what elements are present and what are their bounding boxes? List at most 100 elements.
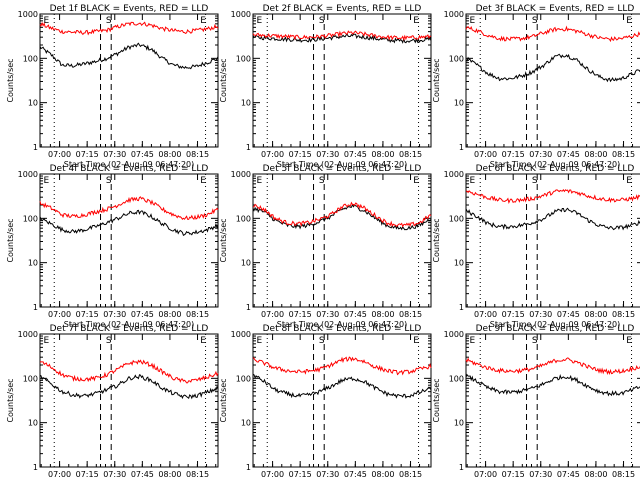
x-tick-label: 07:45 (131, 150, 154, 159)
plot-frame (252, 173, 432, 308)
y-tick-label: 1 (33, 463, 38, 472)
y-tick-label: 1 (246, 143, 251, 152)
panel-det-6: Det 6f BLACK = Events, RED = LLD 1 10 100 10… (432, 164, 640, 329)
marker-s-label: S (319, 16, 325, 26)
marker-e-label: E (413, 336, 419, 346)
series-line-black (252, 203, 432, 231)
series-line-red (252, 356, 432, 376)
panel-det-8: Det 8f BLACK = Events, RED = LLD 1 10 100 10… (219, 324, 432, 479)
plot-frame (465, 173, 640, 308)
y-tick-label: 1 (33, 143, 38, 152)
x-tick-label: 07:45 (131, 470, 154, 479)
marker-e-label: E (413, 16, 419, 26)
y-tick-label: 1000 (444, 10, 464, 19)
y-tick-label: 100 (236, 214, 251, 223)
marker-e-label: E (257, 336, 263, 346)
series-line-red (39, 359, 219, 384)
x-tick-label: 07:30 (316, 310, 339, 319)
x-tick-label: 08:15 (612, 310, 635, 319)
marker-e-label: E (257, 176, 263, 186)
x-tick-label: 07:00 (474, 470, 497, 479)
y-tick-label: 10 (454, 419, 464, 428)
x-tick-label: 08:15 (186, 310, 209, 319)
y-axis-label: Counts/sec (219, 58, 228, 102)
x-axis-label: Start Time (02-Aug-09 06:47:20) (490, 320, 621, 329)
y-axis-label: Counts/sec (219, 378, 228, 422)
marker-s-label: S (532, 16, 538, 26)
y-tick-label: 1000 (231, 170, 251, 179)
x-tick-label: 07:00 (474, 150, 497, 159)
marker-s-label: S (319, 336, 325, 346)
y-tick-label: 100 (23, 374, 38, 383)
y-tick-label: 100 (449, 54, 464, 63)
x-tick-label: 08:15 (399, 470, 422, 479)
x-tick-label: 07:15 (76, 150, 99, 159)
x-tick-label: 07:00 (48, 150, 71, 159)
marker-e-label: E (470, 176, 476, 186)
series-line-black (39, 42, 219, 70)
marker-s-label: S (532, 336, 538, 346)
panel-title: Det 9f BLACK = Events, RED = LLD (476, 324, 635, 334)
marker-e-label: E (200, 16, 206, 26)
series-line-black (465, 207, 640, 231)
y-tick-label: 100 (23, 54, 38, 63)
y-tick-label: 100 (23, 214, 38, 223)
y-tick-label: 1 (33, 303, 38, 312)
marker-e-label: E (44, 336, 50, 346)
panel-title: Det 8f BLACK = Events, RED = LLD (263, 324, 422, 334)
panel-det-4: Det 4f BLACK = Events, RED = LLD 1 10 100 10… (6, 164, 219, 329)
y-tick-label: 1000 (231, 330, 251, 339)
series-line-red (39, 196, 219, 220)
x-tick-label: 08:15 (186, 470, 209, 479)
x-tick-label: 07:45 (557, 150, 580, 159)
plot-frame (39, 173, 219, 308)
marker-e-label: E (257, 16, 263, 26)
y-tick-label: 100 (236, 54, 251, 63)
y-tick-label: 1 (459, 143, 464, 152)
panel-det-9: Det 9f BLACK = Events, RED = LLD 1 10 100 10… (432, 324, 640, 479)
x-tick-label: 07:00 (48, 310, 71, 319)
series-line-black (252, 373, 432, 399)
marker-s-label: S (106, 336, 112, 346)
x-tick-label: 07:15 (502, 310, 525, 319)
y-axis-label: Counts/sec (6, 58, 15, 102)
series-line-red (465, 188, 640, 204)
x-tick-label: 07:15 (289, 310, 312, 319)
y-tick-label: 100 (236, 374, 251, 383)
y-axis-label: Counts/sec (6, 218, 15, 262)
x-tick-label: 08:00 (158, 310, 181, 319)
x-tick-label: 07:15 (76, 470, 99, 479)
marker-e-label: E (200, 336, 206, 346)
series-line-red (253, 201, 432, 228)
y-tick-label: 10 (241, 99, 251, 108)
x-tick-label: 07:00 (261, 470, 284, 479)
y-axis-label: Counts/sec (219, 218, 228, 262)
panel-title: Det 3f BLACK = Events, RED = LLD (476, 4, 635, 14)
x-tick-label: 07:30 (316, 470, 339, 479)
series-line-black (252, 33, 432, 44)
series-line-red (465, 357, 640, 376)
series-line-black (39, 209, 219, 237)
y-tick-label: 1 (459, 463, 464, 472)
panel-det-7: Det 7f BLACK = Events, RED = LLD 1 10 100 10… (6, 324, 219, 479)
panel-det-3: Det 3f BLACK = Events, RED = LLD 1 10 100 10… (432, 4, 640, 169)
marker-e-label: E (44, 176, 50, 186)
panel-title: Det 4f BLACK = Events, RED = LLD (50, 164, 209, 174)
y-tick-label: 1000 (18, 10, 38, 19)
plot-frame (39, 13, 219, 148)
x-axis-label: Start Time (02-Aug-09 06:47:20) (490, 160, 621, 169)
x-tick-label: 08:15 (612, 150, 635, 159)
marker-s-label: S (532, 176, 538, 186)
panel-det-5: Det 5f BLACK = Events, RED = LLD 1 10 100 10… (219, 164, 432, 329)
x-tick-label: 07:15 (289, 150, 312, 159)
y-tick-label: 10 (241, 419, 251, 428)
x-tick-label: 08:00 (584, 150, 607, 159)
series-line-red (465, 25, 640, 43)
y-tick-label: 10 (28, 99, 38, 108)
x-tick-label: 08:00 (158, 470, 181, 479)
x-tick-label: 08:15 (612, 470, 635, 479)
x-tick-label: 07:15 (502, 470, 525, 479)
x-tick-label: 08:00 (371, 150, 394, 159)
y-tick-label: 1000 (18, 330, 38, 339)
panel-title: Det 6f BLACK = Events, RED = LLD (476, 164, 635, 174)
